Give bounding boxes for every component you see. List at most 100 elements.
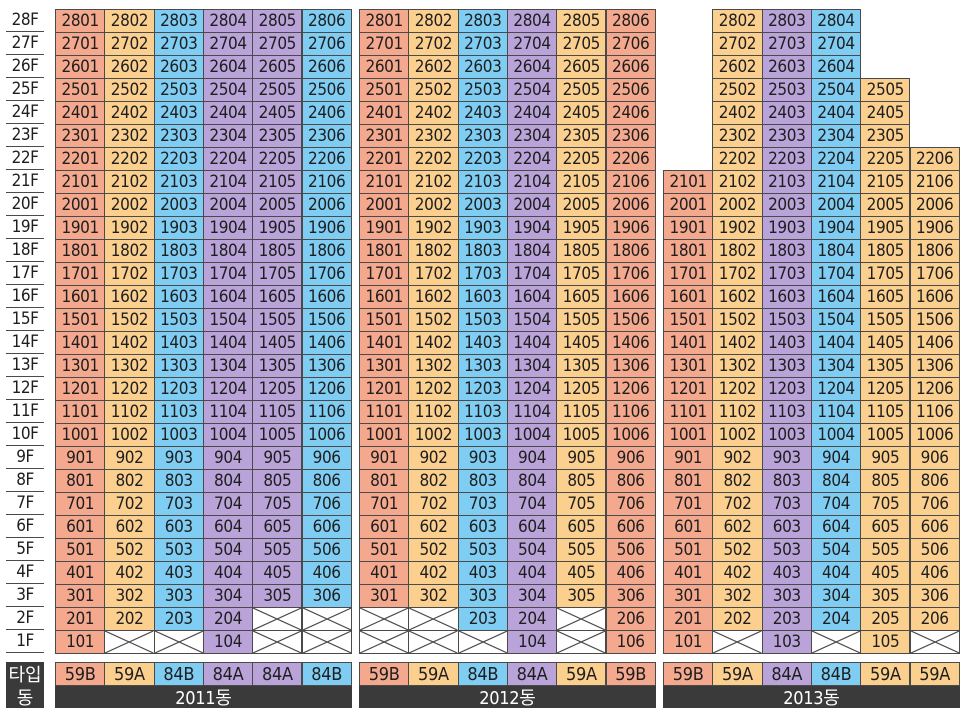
unit-cell[interactable]: 1006 [301, 423, 352, 447]
unit-cell[interactable]: 2505 [556, 78, 607, 102]
unit-cell[interactable]: 705 [252, 492, 303, 516]
unit-cell[interactable]: 1506 [605, 308, 656, 332]
unit-cell[interactable]: 1902 [408, 216, 459, 240]
unit-cell[interactable]: 1301 [663, 354, 714, 378]
unit-cell[interactable]: 1802 [104, 239, 155, 263]
unit-cell[interactable]: 1203 [457, 377, 508, 401]
unit-cell[interactable]: 1602 [408, 285, 459, 309]
unit-cell[interactable]: 2004 [202, 193, 254, 217]
unit-cell[interactable]: 2503 [761, 78, 812, 102]
unit-cell[interactable]: 1106 [605, 400, 656, 424]
unit-cell[interactable]: 703 [457, 492, 508, 516]
unit-cell[interactable]: 2303 [153, 124, 204, 148]
unit-cell[interactable]: 1601 [663, 285, 714, 309]
unit-cell[interactable]: 2203 [457, 147, 508, 171]
unit-cell[interactable]: 1002 [408, 423, 459, 447]
unit-cell[interactable]: 1103 [761, 400, 812, 424]
unit-cell[interactable]: 403 [761, 561, 812, 585]
unit-cell[interactable]: 1902 [104, 216, 155, 240]
unit-cell[interactable]: 2101 [55, 170, 106, 194]
unit-cell[interactable]: 2205 [252, 147, 303, 171]
unit-cell[interactable]: 1001 [359, 423, 410, 447]
unit-cell[interactable]: 1801 [359, 239, 410, 263]
unit-cell[interactable]: 1401 [359, 331, 410, 355]
unit-cell[interactable]: 2505 [860, 78, 911, 102]
unit-cell[interactable]: 1901 [359, 216, 410, 240]
unit-cell[interactable]: 303 [761, 584, 812, 608]
unit-cell[interactable]: 2504 [810, 78, 862, 102]
unit-cell[interactable]: 1702 [408, 262, 459, 286]
unit-cell[interactable]: 505 [252, 538, 303, 562]
unit-cell[interactable]: 1703 [457, 262, 508, 286]
unit-cell[interactable]: 1202 [104, 377, 155, 401]
unit-cell[interactable]: 2604 [810, 55, 862, 79]
unit-cell[interactable]: 606 [909, 515, 960, 539]
unit-cell[interactable]: 1201 [55, 377, 106, 401]
unit-cell[interactable]: 2804 [506, 9, 558, 33]
unit-cell[interactable]: 204 [202, 607, 254, 631]
unit-cell[interactable]: 2704 [506, 32, 558, 56]
unit-cell[interactable]: 2805 [556, 9, 607, 33]
unit-cell[interactable]: 1303 [153, 354, 204, 378]
unit-cell[interactable]: 1702 [104, 262, 155, 286]
unit-cell[interactable]: 1204 [202, 377, 254, 401]
unit-cell[interactable]: 2504 [202, 78, 254, 102]
unit-cell[interactable]: 2703 [457, 32, 508, 56]
unit-cell[interactable]: 1401 [663, 331, 714, 355]
unit-cell[interactable]: 303 [153, 584, 204, 608]
unit-cell[interactable]: 2403 [457, 101, 508, 125]
unit-cell[interactable]: 2402 [712, 101, 763, 125]
unit-cell[interactable]: 401 [663, 561, 714, 585]
unit-cell[interactable]: 2004 [506, 193, 558, 217]
unit-cell[interactable]: 1504 [810, 308, 862, 332]
unit-cell[interactable]: 101 [663, 630, 714, 654]
unit-cell[interactable]: 1906 [605, 216, 656, 240]
unit-cell[interactable]: 2803 [457, 9, 508, 33]
unit-cell[interactable]: 1801 [663, 239, 714, 263]
unit-cell[interactable]: 603 [761, 515, 812, 539]
unit-cell[interactable]: 1905 [252, 216, 303, 240]
unit-cell[interactable]: 504 [810, 538, 862, 562]
unit-cell[interactable]: 904 [506, 446, 558, 470]
unit-cell[interactable]: 1103 [457, 400, 508, 424]
unit-cell[interactable]: 1105 [860, 400, 911, 424]
unit-cell[interactable]: 2203 [153, 147, 204, 171]
unit-cell[interactable]: 2006 [909, 193, 960, 217]
unit-cell[interactable]: 2204 [506, 147, 558, 171]
unit-cell[interactable]: 2304 [202, 124, 254, 148]
unit-cell[interactable]: 2604 [202, 55, 254, 79]
unit-cell[interactable]: 1404 [202, 331, 254, 355]
unit-cell[interactable]: 2606 [605, 55, 656, 79]
unit-cell[interactable]: 2106 [301, 170, 352, 194]
unit-cell[interactable]: 2003 [153, 193, 204, 217]
unit-cell[interactable]: 1705 [860, 262, 911, 286]
unit-cell[interactable]: 2706 [605, 32, 656, 56]
unit-cell[interactable]: 2001 [359, 193, 410, 217]
unit-cell[interactable]: 1104 [202, 400, 254, 424]
unit-cell[interactable]: 2601 [359, 55, 410, 79]
unit-cell[interactable]: 505 [860, 538, 911, 562]
unit-cell[interactable]: 2702 [408, 32, 459, 56]
unit-cell[interactable]: 2003 [761, 193, 812, 217]
unit-cell[interactable]: 2703 [153, 32, 204, 56]
unit-cell[interactable]: 2406 [301, 101, 352, 125]
unit-cell[interactable]: 403 [457, 561, 508, 585]
unit-cell[interactable]: 1405 [252, 331, 303, 355]
unit-cell[interactable]: 1704 [202, 262, 254, 286]
unit-cell[interactable]: 2301 [359, 124, 410, 148]
unit-cell[interactable]: 604 [810, 515, 862, 539]
unit-cell[interactable]: 305 [556, 584, 607, 608]
unit-cell[interactable]: 2701 [359, 32, 410, 56]
unit-cell[interactable]: 1405 [556, 331, 607, 355]
unit-cell[interactable]: 401 [55, 561, 106, 585]
unit-cell[interactable]: 1503 [457, 308, 508, 332]
unit-cell[interactable]: 1101 [55, 400, 106, 424]
unit-cell[interactable]: 1605 [556, 285, 607, 309]
unit-cell[interactable]: 702 [104, 492, 155, 516]
unit-cell[interactable]: 1906 [301, 216, 352, 240]
unit-cell[interactable]: 1102 [408, 400, 459, 424]
unit-cell[interactable]: 105 [860, 630, 911, 654]
unit-cell[interactable]: 2305 [252, 124, 303, 148]
unit-cell[interactable]: 1301 [55, 354, 106, 378]
unit-cell[interactable]: 1201 [663, 377, 714, 401]
